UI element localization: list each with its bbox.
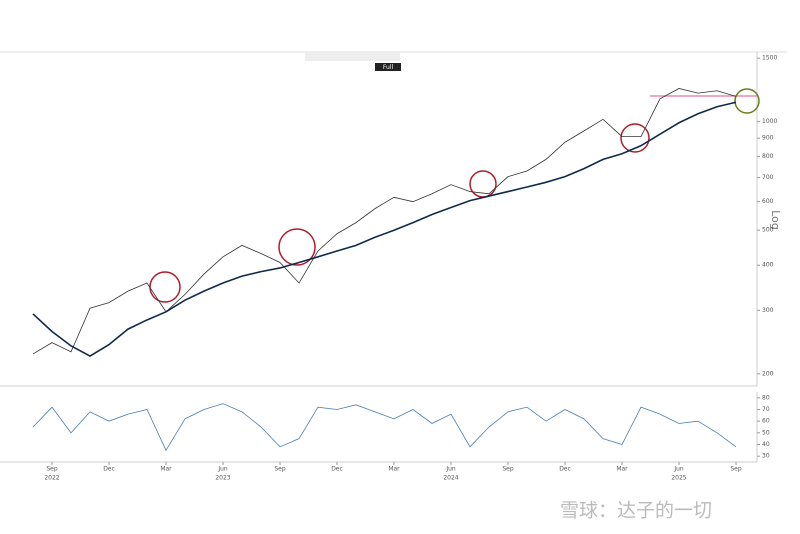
highlight-circle	[278, 228, 316, 266]
x-tick-label: Sep	[274, 466, 286, 473]
y-tick-label: 1000	[762, 118, 777, 125]
x-year-label: 2024	[443, 475, 458, 482]
y-tick-label: 30	[762, 453, 770, 460]
y-tick-label: 70	[762, 406, 770, 413]
x-tick-label: Sep	[46, 466, 58, 473]
x-tick-label: Dec	[331, 466, 343, 473]
series-line	[32, 101, 737, 357]
y-tick-label: 50	[762, 429, 770, 436]
x-tick-label: Sep	[502, 466, 514, 473]
full-button[interactable]	[375, 63, 401, 71]
x-tick-label: Jun	[445, 466, 456, 473]
x-tick-label: Mar	[616, 466, 628, 473]
x-tick-label: Mar	[160, 466, 172, 473]
x-tick-label: Mar	[388, 466, 400, 473]
x-tick-label: Sep	[730, 466, 742, 473]
x-year-label: 2025	[671, 475, 686, 482]
y-tick-label: 200	[762, 370, 774, 377]
y-tick-label: 300	[762, 307, 774, 314]
y-tick-label: 400	[762, 262, 774, 269]
full-button-label[interactable]: Full	[383, 64, 394, 71]
y-tick-label: 1500	[762, 55, 777, 62]
x-tick-label: Jun	[673, 466, 684, 473]
y-tick-label: 60	[762, 418, 770, 425]
x-tick-label: Jun	[217, 466, 228, 473]
highlight-circle	[620, 123, 650, 153]
x-tick-label: Dec	[103, 466, 115, 473]
highlight-circle	[734, 88, 760, 114]
series-line	[32, 88, 737, 355]
x-year-label: 2023	[215, 475, 230, 482]
x-year-label: 2022	[44, 475, 59, 482]
axis-label: Log	[769, 210, 782, 230]
y-tick-label: 900	[762, 135, 774, 142]
toolbar	[305, 53, 400, 61]
series-line	[32, 403, 737, 452]
highlight-circle	[149, 271, 181, 303]
watermark: 雪球：达子的一切	[560, 500, 712, 522]
x-tick-label: Dec	[559, 466, 571, 473]
y-tick-label: 600	[762, 198, 774, 205]
y-tick-label: 700	[762, 174, 774, 181]
y-tick-label: 800	[762, 153, 774, 160]
y-tick-label: 80	[762, 394, 770, 401]
y-tick-label: 40	[762, 441, 770, 448]
y-tick-label: 500	[762, 227, 774, 234]
